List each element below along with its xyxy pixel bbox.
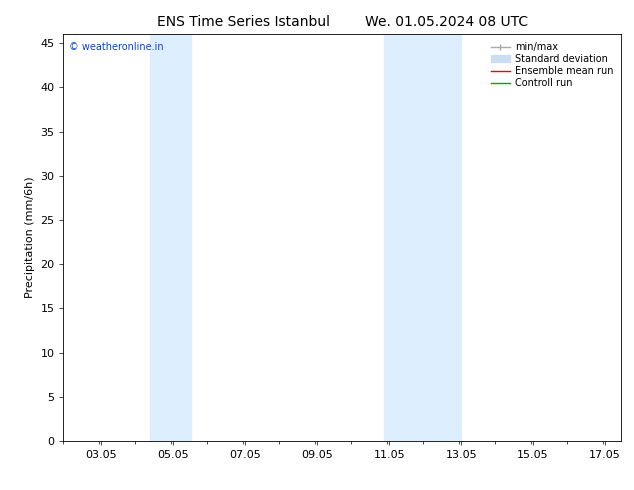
Title: ENS Time Series Istanbul        We. 01.05.2024 08 UTC: ENS Time Series Istanbul We. 01.05.2024 … (157, 15, 528, 29)
Y-axis label: Precipitation (mm/6h): Precipitation (mm/6h) (25, 177, 35, 298)
Bar (384, 34, 461, 441)
Text: © weatheronline.in: © weatheronline.in (69, 43, 164, 52)
Legend: min/max, Standard deviation, Ensemble mean run, Controll run: min/max, Standard deviation, Ensemble me… (488, 39, 616, 91)
Bar (150, 34, 191, 441)
